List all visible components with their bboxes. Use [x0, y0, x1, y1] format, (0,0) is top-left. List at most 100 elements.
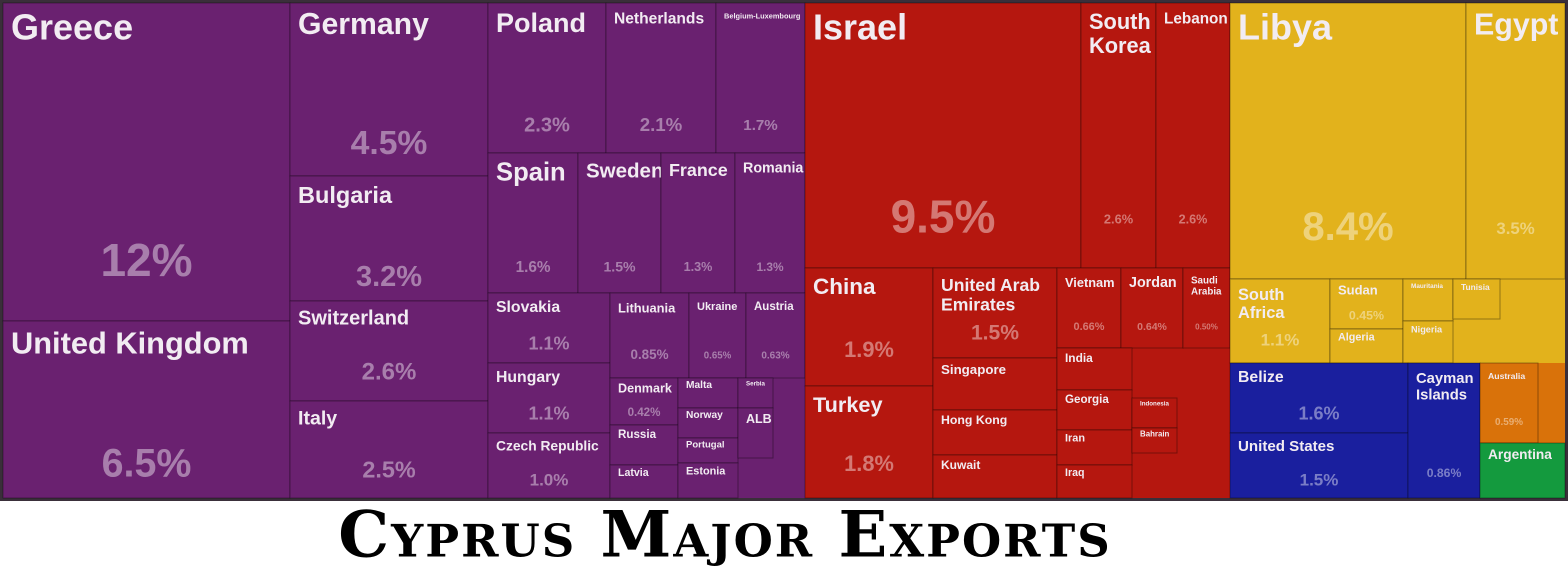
cell-label: Algeria	[1338, 331, 1376, 343]
cell-label: Denmark	[618, 381, 673, 395]
cell	[1131, 427, 1178, 454]
cell-label: Ukraine	[697, 301, 737, 313]
cell	[932, 357, 1058, 411]
value-label: 3.2%	[356, 261, 422, 293]
value-label: 6.5%	[102, 442, 192, 486]
cell	[1329, 278, 1404, 330]
chart-title: Cyprus Major Exports	[338, 498, 1112, 573]
cell-label: Libya	[1238, 6, 1333, 47]
cell-label: United States	[1238, 438, 1334, 455]
cell-label: Israel	[813, 6, 907, 47]
value-label: 1.1%	[1261, 331, 1300, 350]
cell-label: Turkey	[813, 392, 883, 417]
value-label: 2.6%	[1104, 212, 1134, 227]
cell-label: Greece	[11, 6, 133, 47]
cell	[289, 175, 489, 302]
cell-label: Latvia	[618, 467, 649, 479]
cell	[2, 320, 291, 499]
cell-label: Austria	[754, 301, 794, 313]
cell	[609, 292, 690, 379]
cell	[487, 292, 611, 364]
cell-label: Hong Kong	[941, 413, 1007, 427]
cell	[1479, 442, 1566, 499]
cell-label: Malta	[686, 380, 712, 391]
value-label: 1.6%	[516, 259, 551, 276]
cell	[804, 2, 1082, 269]
value-label: 1.5%	[603, 259, 636, 275]
cell	[737, 407, 774, 459]
value-label: 0.66%	[1074, 321, 1105, 333]
cell	[677, 437, 739, 464]
cell-label: Russia	[618, 428, 657, 441]
cell-label: Lithuania	[618, 301, 676, 316]
value-label: 0.50%	[1195, 322, 1218, 331]
cell-label: Switzerland	[298, 308, 409, 330]
cell-label: South Korea	[1089, 9, 1152, 58]
cell	[289, 300, 489, 402]
value-label: 4.5%	[351, 124, 428, 162]
value-label: 1.3%	[684, 260, 713, 274]
cell-label: Netherlands	[614, 10, 704, 27]
cell-label: Czech Republic	[496, 438, 599, 453]
value-label: 0.64%	[1137, 321, 1167, 333]
cell	[1229, 362, 1409, 434]
value-label: 0.63%	[761, 350, 789, 361]
value-label: 9.5%	[891, 190, 996, 242]
cell	[1229, 278, 1331, 364]
cell-label: Jordan	[1129, 275, 1177, 291]
cell	[1329, 328, 1404, 364]
cell-label: Argentina	[1488, 447, 1552, 462]
value-label: 1.3%	[756, 260, 784, 274]
cell	[804, 267, 934, 387]
cell	[677, 462, 739, 499]
cell	[1056, 464, 1133, 499]
value-label: 8.4%	[1302, 205, 1393, 249]
cell-label: Serbia	[746, 381, 765, 388]
cell-label: Estonia	[686, 465, 726, 477]
cell	[289, 2, 489, 177]
cell-label: Iraq	[1065, 467, 1084, 479]
cell-label: Italy	[298, 408, 337, 430]
cell	[1407, 362, 1481, 499]
value-label: 0.85%	[631, 347, 669, 362]
value-label: 1.9%	[844, 337, 894, 362]
value-label: 2.6%	[362, 358, 417, 385]
value-label: 0.42%	[628, 406, 661, 419]
cell-label: Bahrain	[1140, 430, 1170, 439]
cell	[487, 432, 611, 499]
value-label: 0.59%	[1495, 417, 1523, 428]
cell	[289, 400, 489, 499]
cell-label: Sweden	[586, 159, 663, 182]
cell-label: Slovakia	[496, 299, 560, 316]
cell	[1080, 2, 1157, 269]
cell-label: Cayman Islands	[1416, 371, 1474, 403]
cell-label: Vietnam	[1065, 275, 1115, 290]
treemap-cells: Greece 12% United Kingdom 6.5% Germany 4.5% Bu…	[2, 2, 1566, 499]
cell-label: Portugal	[686, 439, 725, 450]
cell	[1056, 389, 1133, 431]
cell-label: India	[1065, 351, 1093, 365]
value-label: 1.6%	[1298, 404, 1339, 424]
cell-label: China	[813, 274, 876, 299]
cell	[1479, 362, 1539, 444]
cell	[1402, 278, 1454, 322]
cell-label: Iran	[1065, 432, 1085, 444]
cell	[487, 2, 607, 154]
cell	[932, 409, 1058, 456]
cell-label: Australia	[1488, 371, 1525, 381]
cell	[1465, 2, 1566, 280]
cell-label: Mauritania	[1411, 283, 1443, 290]
cell	[1229, 432, 1409, 499]
value-label: 1.5%	[1300, 471, 1339, 490]
cell-label: United Arab Emirates	[941, 275, 1040, 314]
cell-label: Belize	[1238, 369, 1284, 386]
value-label: 12%	[100, 234, 192, 286]
value-label: 1.1%	[528, 334, 569, 354]
cell	[745, 292, 806, 379]
cell	[1155, 2, 1231, 269]
cell-label: Lebanon	[1164, 10, 1228, 27]
cell-label: Hungary	[496, 369, 560, 386]
value-label: 3.5%	[1496, 219, 1534, 238]
value-label: 2.3%	[524, 114, 570, 136]
